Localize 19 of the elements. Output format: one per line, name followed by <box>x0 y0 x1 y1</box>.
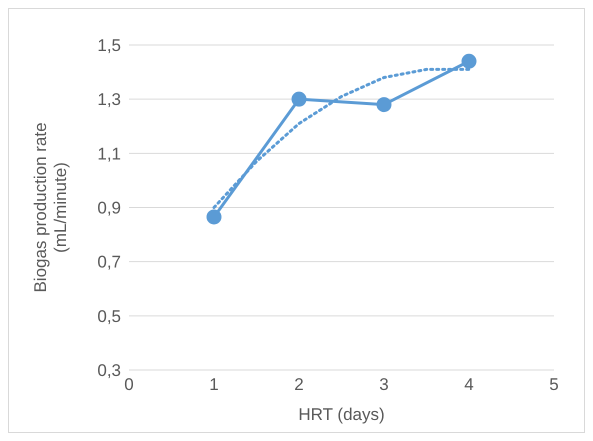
y-tick-label: 1,1 <box>97 144 121 164</box>
y-tick-label: 0,3 <box>97 361 121 380</box>
point <box>462 54 476 69</box>
y-tick-label: 0,5 <box>97 306 121 326</box>
x-tick-label: 3 <box>379 375 389 394</box>
x-tick-label: 0 <box>124 375 134 394</box>
x-axis-title: HRT (days) <box>298 405 385 424</box>
x-tick-label: 5 <box>549 375 559 394</box>
x-tick-label: 4 <box>464 375 474 394</box>
y-tick-label: 0,9 <box>97 198 121 218</box>
x-tick-label: 1 <box>209 375 219 394</box>
point <box>376 97 392 112</box>
y-axis-title: Biogas production rate (mL/minute) <box>31 122 70 293</box>
y-tick-label: 1,5 <box>97 36 121 56</box>
x-tick-label: 2 <box>294 375 304 394</box>
point <box>206 209 222 224</box>
y-tick-label: 0,7 <box>97 252 121 272</box>
point <box>292 92 306 107</box>
y-tick-label: 1,3 <box>97 90 121 110</box>
